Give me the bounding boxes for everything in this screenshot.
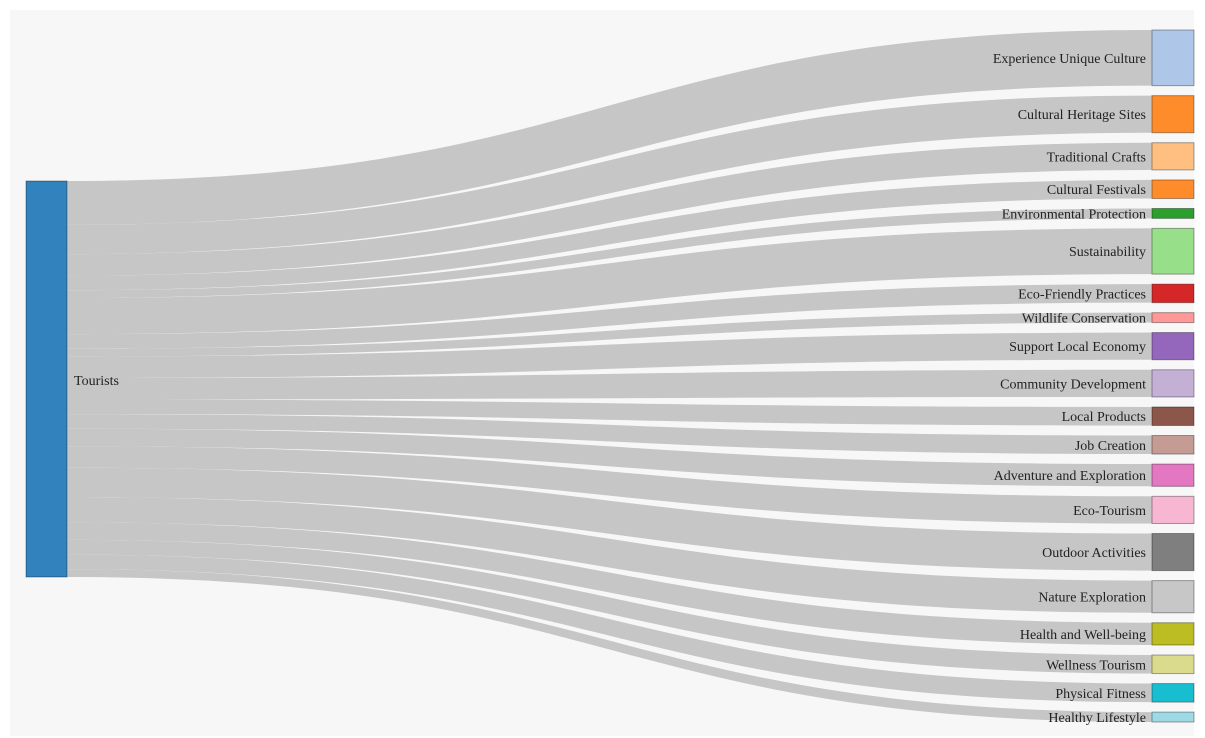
- target-label-5: Sustainability: [1069, 245, 1146, 260]
- target-node-8[interactable]: [1151, 332, 1195, 361]
- target-node-0[interactable]: [1151, 29, 1195, 87]
- target-label-18: Physical Fitness: [1055, 687, 1146, 702]
- link-3[interactable]: [67, 179, 1152, 291]
- target-node-10[interactable]: [1151, 406, 1195, 427]
- source-label: Tourists: [74, 374, 119, 389]
- link-6[interactable]: [67, 284, 1152, 349]
- link-0[interactable]: [67, 30, 1152, 225]
- target-node-4[interactable]: [1151, 207, 1195, 219]
- target-node-17[interactable]: [1151, 654, 1195, 675]
- target-label-16: Health and Well-being: [1020, 628, 1146, 643]
- link-8[interactable]: [67, 332, 1152, 379]
- link-16[interactable]: [67, 522, 1152, 646]
- target-label-12: Adventure and Exploration: [994, 469, 1146, 484]
- target-node-1[interactable]: [1151, 95, 1195, 134]
- link-2[interactable]: [67, 142, 1152, 276]
- target-node-3[interactable]: [1151, 179, 1195, 199]
- target-label-13: Eco-Tourism: [1073, 504, 1146, 519]
- link-11[interactable]: [67, 414, 1152, 455]
- link-10[interactable]: [67, 399, 1152, 426]
- link-19[interactable]: [67, 569, 1152, 722]
- target-node-5[interactable]: [1151, 227, 1195, 275]
- target-label-17: Wellness Tourism: [1046, 658, 1146, 673]
- link-9[interactable]: [67, 369, 1152, 400]
- link-17[interactable]: [67, 539, 1152, 674]
- target-node-16[interactable]: [1151, 622, 1195, 646]
- target-label-9: Community Development: [1000, 377, 1146, 392]
- link-4[interactable]: [67, 208, 1152, 299]
- target-label-0: Experience Unique Culture: [993, 52, 1146, 67]
- target-label-14: Outdoor Activities: [1042, 546, 1146, 561]
- link-15[interactable]: [67, 497, 1152, 613]
- link-7[interactable]: [67, 312, 1152, 357]
- target-node-7[interactable]: [1151, 312, 1195, 324]
- link-1[interactable]: [67, 95, 1152, 255]
- target-node-11[interactable]: [1151, 435, 1195, 455]
- target-label-11: Job Creation: [1075, 439, 1146, 454]
- nodes: Experience Unique Culture Cultural Herita…: [25, 29, 1195, 726]
- target-label-15: Nature Exploration: [1038, 591, 1146, 606]
- target-label-8: Support Local Economy: [1009, 340, 1146, 355]
- target-node-9[interactable]: [1151, 369, 1195, 398]
- target-node-14[interactable]: [1151, 533, 1195, 572]
- target-label-6: Eco-Friendly Practices: [1018, 287, 1146, 302]
- link-12[interactable]: [67, 428, 1152, 487]
- target-node-13[interactable]: [1151, 495, 1195, 525]
- target-label-3: Cultural Festivals: [1047, 183, 1146, 198]
- link-14[interactable]: [67, 467, 1152, 571]
- target-label-7: Wildlife Conservation: [1022, 312, 1146, 327]
- target-node-18[interactable]: [1151, 683, 1195, 703]
- target-label-1: Cultural Heritage Sites: [1018, 108, 1146, 123]
- link-5[interactable]: [67, 228, 1152, 335]
- link-18[interactable]: [67, 554, 1152, 703]
- target-label-19: Healthy Lifestyle: [1048, 711, 1146, 726]
- target-node-19[interactable]: [1151, 711, 1195, 723]
- target-label-10: Local Products: [1062, 410, 1146, 425]
- source-node[interactable]: [25, 180, 68, 578]
- target-node-12[interactable]: [1151, 463, 1195, 487]
- target-label-4: Environmental Protection: [1002, 207, 1146, 222]
- links: [67, 30, 1152, 722]
- target-node-6[interactable]: [1151, 283, 1195, 304]
- link-13[interactable]: [67, 446, 1152, 524]
- target-node-15[interactable]: [1151, 580, 1195, 614]
- target-label-2: Traditional Crafts: [1047, 150, 1146, 165]
- target-node-2[interactable]: [1151, 142, 1195, 171]
